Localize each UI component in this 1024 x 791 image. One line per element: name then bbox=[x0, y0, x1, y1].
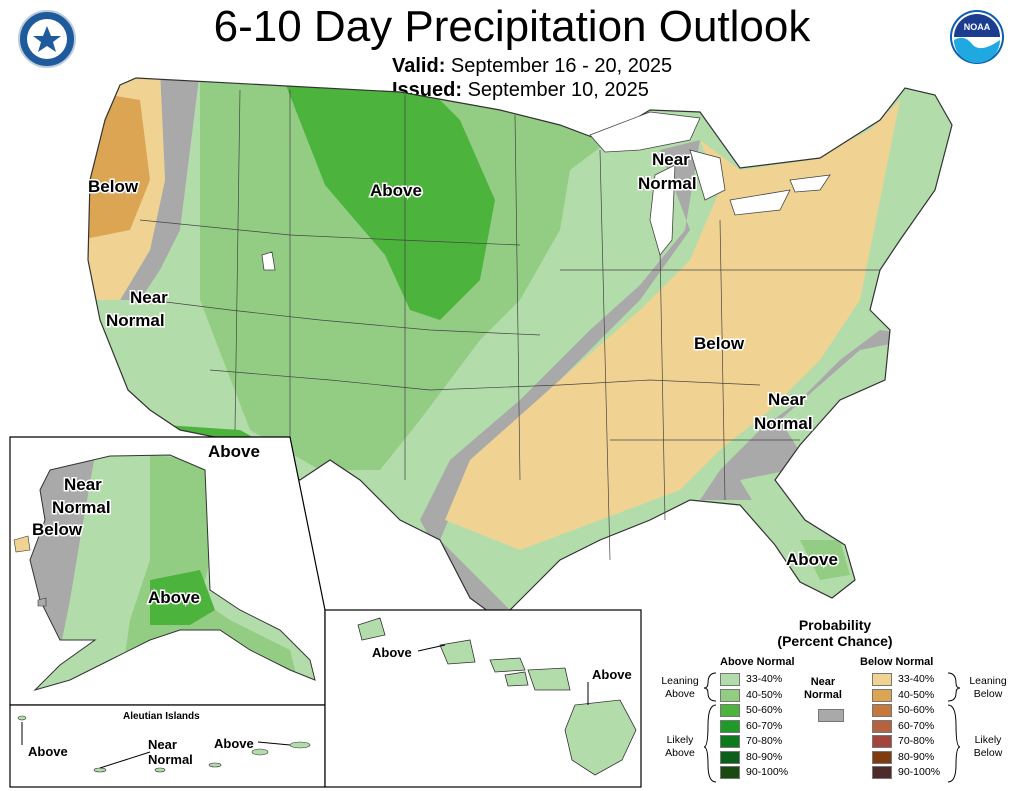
likely-below-line1: Likely bbox=[974, 734, 1002, 746]
legend-above-swatch bbox=[720, 704, 740, 717]
label-near-west-1: Near bbox=[130, 288, 168, 307]
label-aleutian-above-w: Above bbox=[28, 744, 68, 759]
label-above-fl: Above bbox=[786, 550, 838, 569]
legend-below-range-label: 40-50% bbox=[898, 688, 935, 701]
legend-likely-above: Likely Above bbox=[656, 734, 704, 760]
leaning-below-line2: Below bbox=[973, 688, 1003, 700]
legend-below-swatch bbox=[872, 719, 892, 733]
label-near-lakes-1: Near bbox=[652, 150, 690, 169]
map-title: 6-10 Day Precipitation Outlook bbox=[213, 2, 811, 51]
label-aleutian-near-2: Normal bbox=[148, 752, 193, 767]
legend-below-swatch bbox=[872, 688, 892, 702]
aleutian-leader-lines bbox=[21, 722, 291, 769]
leaning-above-line1: Leaning bbox=[661, 675, 699, 687]
legend-above-swatch bbox=[720, 750, 740, 764]
issued-date: September 10, 2025 bbox=[467, 79, 649, 101]
label-hi-above-w: Above bbox=[372, 645, 412, 660]
legend-below-range-label: 33-40% bbox=[898, 673, 935, 685]
legend-leaning-above: Leaning Above bbox=[656, 675, 704, 701]
state-borders bbox=[139, 89, 880, 561]
legend-below-range-label: 70-80% bbox=[898, 735, 935, 747]
issued-line: Issued: September 10, 2025 bbox=[392, 78, 649, 102]
noaa-logo-icon: NOAA bbox=[950, 10, 1004, 64]
commerce-department-seal-icon bbox=[18, 10, 76, 68]
legend-above-swatch bbox=[720, 735, 740, 748]
legend-below-swatch bbox=[872, 735, 892, 748]
legend-below-swatch bbox=[872, 673, 892, 686]
legend-below-swatch bbox=[872, 750, 892, 764]
legend-near-line2: Normal bbox=[804, 689, 842, 701]
legend-title-line2: (Percent Chance) bbox=[777, 633, 893, 649]
label-near-east-2: Normal bbox=[754, 414, 813, 433]
legend-below-header: Below Normal bbox=[860, 656, 934, 668]
legend-below-swatch bbox=[872, 704, 892, 717]
legend-above-swatch bbox=[720, 719, 740, 733]
leaning-below-line1: Leaning bbox=[969, 675, 1007, 687]
legend-above-swatch bbox=[720, 673, 740, 686]
likely-above-line1: Likely bbox=[666, 734, 694, 746]
valid-dates: September 16 - 20, 2025 bbox=[450, 55, 673, 77]
legend-below-range-label: 50-60% bbox=[898, 704, 935, 716]
legend-above-header: Above Normal bbox=[720, 656, 795, 668]
legend-above-range-label: 33-40% bbox=[746, 673, 783, 685]
legend-above-swatch bbox=[720, 688, 740, 702]
label-above-north: Above bbox=[370, 181, 422, 200]
conus-outline bbox=[87, 77, 953, 621]
hawaii-outline bbox=[357, 617, 637, 776]
valid-label: Valid: bbox=[392, 55, 446, 77]
legend-below-range-label: 80-90% bbox=[898, 750, 935, 763]
label-ak-near-2: Normal bbox=[52, 498, 111, 517]
label-hi-above-e: Above bbox=[592, 667, 632, 682]
inset-labels: Aleutian Islands Above Near Normal Above… bbox=[28, 645, 632, 767]
hawaii-leader-lines bbox=[417, 644, 589, 705]
label-ak-near-1: Near bbox=[64, 475, 102, 494]
legend-near-normal-label: Near Normal bbox=[804, 676, 842, 702]
label-near-east-1: Near bbox=[768, 390, 806, 409]
legend-above-range-label: 60-70% bbox=[746, 719, 783, 732]
outlook-labels: Below Above Near Normal Above Near Norma… bbox=[31, 149, 840, 609]
label-near-lakes-2: Normal bbox=[638, 174, 697, 193]
legend-likely-below: Likely Below bbox=[964, 734, 1012, 760]
label-ak-above: Above bbox=[148, 588, 200, 607]
legend-above-range-label: 50-60% bbox=[746, 704, 783, 716]
likely-below-line2: Below bbox=[973, 747, 1003, 759]
legend-below-range-label: 60-70% bbox=[898, 719, 935, 732]
valid-line: Valid: September 16 - 20, 2025 bbox=[392, 54, 672, 78]
aleutian-inset-frame bbox=[9, 704, 326, 788]
aleutian-islands bbox=[17, 715, 311, 773]
label-ak-below: Below bbox=[32, 520, 83, 539]
label-aleutian-above-e: Above bbox=[214, 736, 254, 751]
legend-above-range-label: 70-80% bbox=[746, 735, 783, 747]
legend-above-range-label: 80-90% bbox=[746, 750, 783, 763]
legend-above-swatch bbox=[720, 766, 740, 779]
legend-title-line1: Probability bbox=[798, 617, 872, 633]
label-below-west: Below bbox=[88, 177, 139, 196]
legend-title: Probability (Percent Chance) bbox=[740, 617, 930, 649]
alaska-islands bbox=[13, 535, 47, 607]
legend-below-range-label: 90-100% bbox=[898, 766, 941, 778]
leaning-above-line2: Above bbox=[665, 688, 695, 700]
legend-near-line1: Near bbox=[810, 676, 836, 688]
noaa-logo-text: NOAA bbox=[964, 22, 991, 32]
label-below-east: Below bbox=[694, 334, 745, 353]
legend-near-normal-swatch bbox=[818, 709, 844, 722]
legend-above-range-label: 40-50% bbox=[746, 688, 783, 701]
aleutian-title: Aleutian Islands bbox=[123, 711, 200, 722]
legend-leaning-below: Leaning Below bbox=[964, 675, 1012, 701]
label-above-az: Above bbox=[208, 442, 260, 461]
likely-above-line2: Above bbox=[665, 747, 695, 759]
legend-above-range-label: 90-100% bbox=[746, 766, 789, 778]
legend-below-swatch bbox=[872, 766, 892, 779]
label-near-west-2: Normal bbox=[106, 311, 165, 330]
label-aleutian-near-1: Near bbox=[148, 737, 177, 752]
great-lakes bbox=[261, 111, 831, 271]
